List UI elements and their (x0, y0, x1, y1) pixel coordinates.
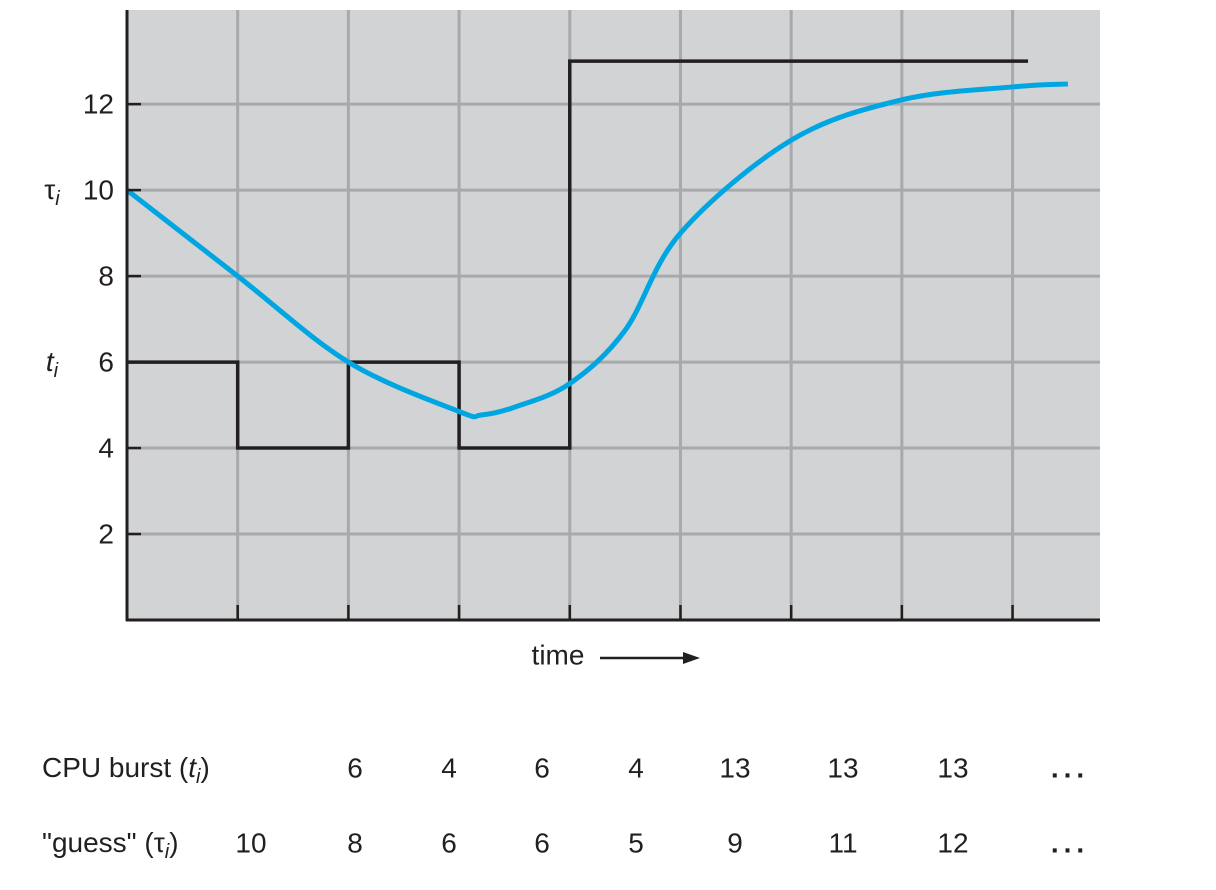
y-annotation: τi (44, 175, 60, 211)
table-cell: 11 (828, 827, 857, 858)
label-sub: i (165, 841, 170, 863)
row-label: "guess" (τi) (42, 827, 179, 863)
arrow-head (683, 652, 700, 664)
label-text: "guess" ( (42, 827, 154, 858)
table-cell: 4 (628, 752, 644, 783)
x-axis-label: time (532, 639, 585, 670)
label-symbol: t (188, 752, 197, 783)
subscript: i (55, 188, 60, 210)
y-tick-label: 8 (98, 260, 114, 291)
y-tick-label: 6 (98, 346, 114, 377)
table-cell: 9 (727, 827, 743, 858)
table-cell: 13 (827, 752, 858, 783)
y-tick-label: 12 (83, 89, 114, 120)
plot-area (127, 10, 1100, 620)
table-cell: 6 (441, 827, 457, 858)
ellipsis: ... (1051, 827, 1089, 858)
grid (127, 10, 1100, 620)
symbol: τ (44, 175, 55, 206)
burst-steps (127, 59, 1029, 450)
table-cell: 5 (628, 827, 644, 858)
table-cell: 6 (534, 752, 550, 783)
y-tick-label: 10 (83, 175, 114, 206)
y-annotation: ti (46, 346, 59, 382)
table-cell: 13 (719, 752, 750, 783)
table-cell: 8 (347, 827, 363, 858)
y-tick-label: 4 (98, 432, 114, 463)
table-cell: 6 (347, 752, 363, 783)
label-sub: i (196, 766, 201, 788)
symbol: t (46, 346, 55, 377)
ellipsis: ... (1051, 752, 1089, 783)
marks (125, 59, 1069, 450)
table-cell: 6 (534, 827, 550, 858)
label-symbol: τ (154, 827, 165, 858)
guess-curve (125, 81, 1069, 420)
subscript: i (54, 360, 59, 382)
label-text: ) (200, 752, 209, 783)
row-label: CPU burst (ti) (42, 752, 210, 788)
table-cell: 4 (441, 752, 457, 783)
label-text: CPU burst ( (42, 752, 189, 783)
y-tick-label: 2 (98, 518, 114, 549)
table-cell: 13 (937, 752, 968, 783)
label-text: ) (169, 827, 178, 858)
table-cell: 10 (235, 827, 266, 858)
table: CPU burst (ti) 6 4 6 4 13 13 13 ..."guess" (τi) 1… (42, 752, 1089, 863)
table-cell: 12 (937, 827, 968, 858)
